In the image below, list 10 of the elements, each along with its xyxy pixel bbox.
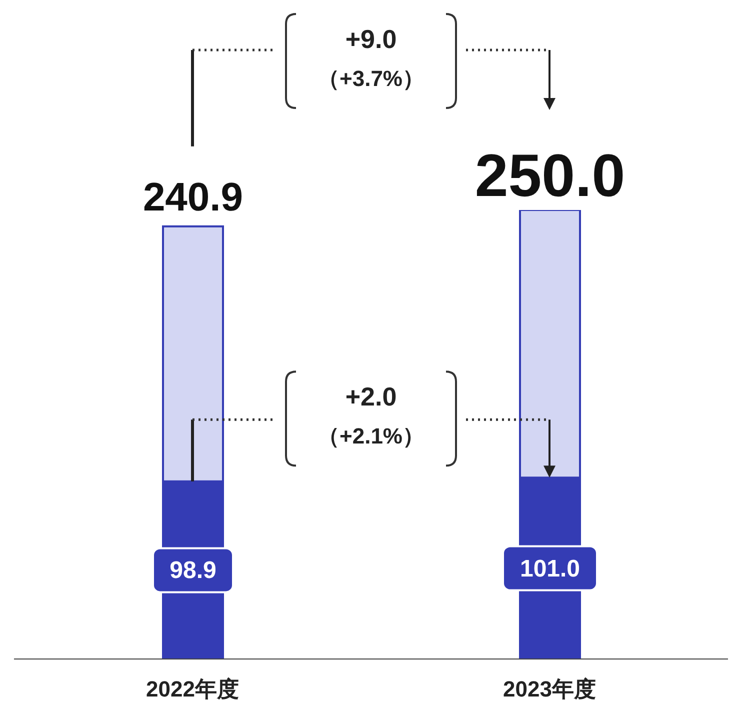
- text: +9.0: [345, 24, 397, 54]
- annotation: +2.0: [345, 382, 397, 412]
- text: （+3.7%）: [318, 66, 424, 91]
- x-tick-label: 2023年度: [503, 676, 596, 702]
- data-label: 101.0: [520, 555, 580, 582]
- total-label: 240.9: [142, 175, 244, 220]
- data-label: 98.9: [170, 557, 216, 584]
- annotation: （+2.1%）: [318, 424, 424, 449]
- x-tick-label: 2022年度: [146, 676, 239, 702]
- total-label: 250.0: [474, 142, 626, 209]
